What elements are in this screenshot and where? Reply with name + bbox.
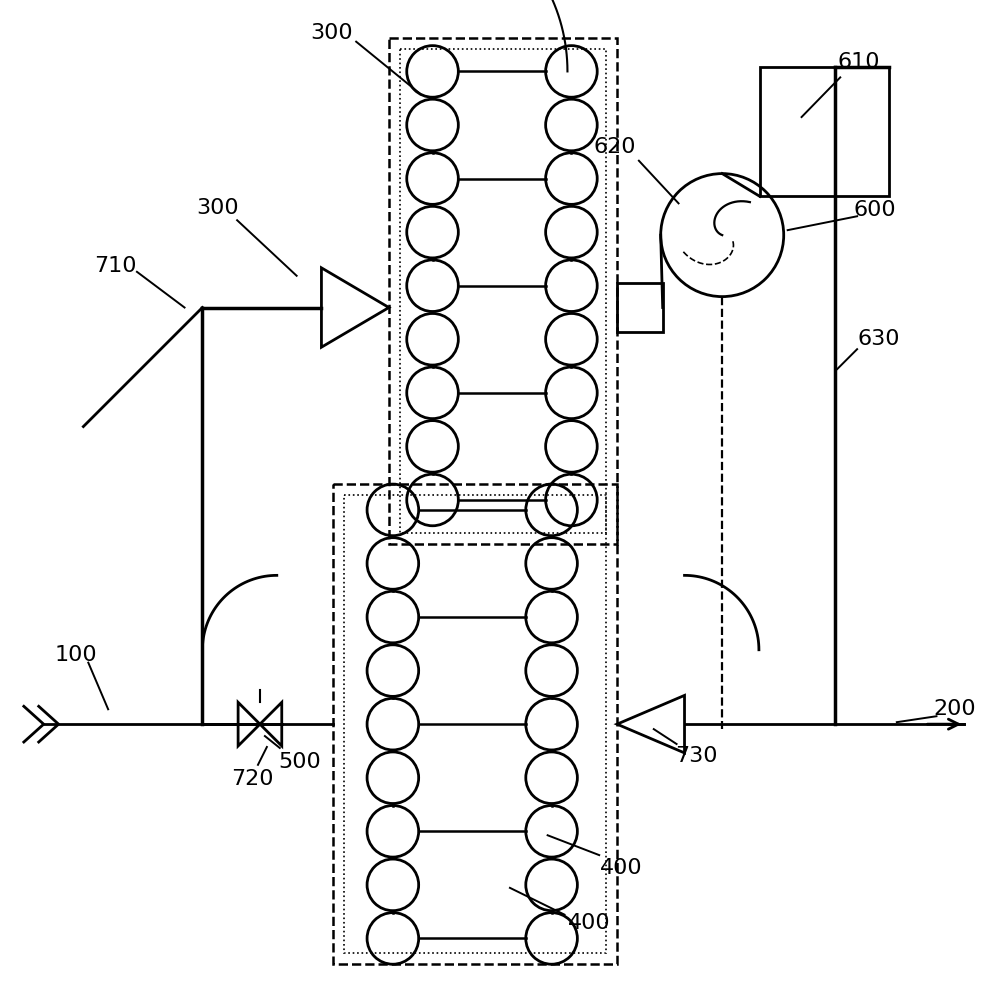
Text: 500: 500 <box>278 752 321 772</box>
Text: 400: 400 <box>568 913 611 932</box>
Bar <box>389 38 617 544</box>
Text: 600: 600 <box>854 200 896 220</box>
Text: 300: 300 <box>196 198 239 218</box>
Text: 400: 400 <box>600 858 642 878</box>
Bar <box>400 49 606 533</box>
Text: 620: 620 <box>594 137 636 157</box>
Text: 200: 200 <box>933 699 976 719</box>
Bar <box>760 67 889 196</box>
Text: 100: 100 <box>54 645 97 665</box>
Text: 630: 630 <box>858 329 900 349</box>
Text: 730: 730 <box>675 746 718 766</box>
Text: 710: 710 <box>94 256 136 276</box>
Text: 720: 720 <box>231 769 273 789</box>
Bar <box>344 495 606 953</box>
Bar <box>333 484 617 964</box>
Bar <box>617 283 663 332</box>
Text: 300: 300 <box>310 23 353 43</box>
Text: 610: 610 <box>838 53 880 72</box>
